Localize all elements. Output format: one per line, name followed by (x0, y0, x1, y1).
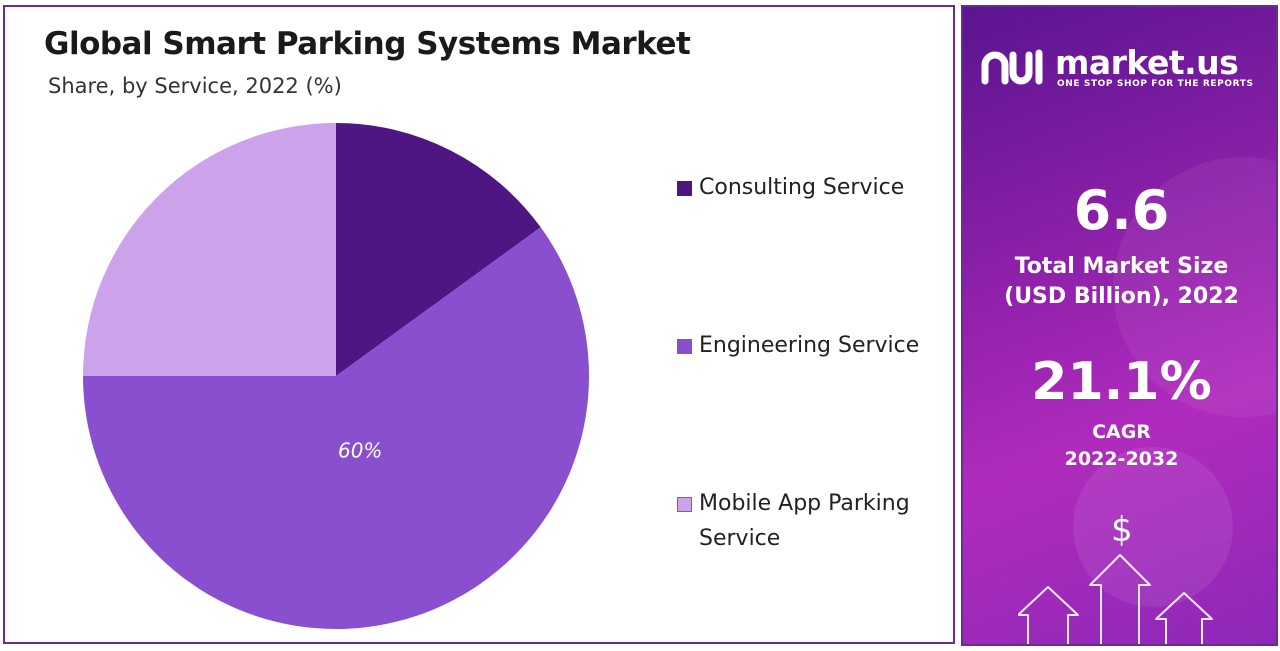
cagr-label-line1: CAGR (1092, 421, 1151, 443)
market-size-label-line1: Total Market Size (1014, 254, 1229, 279)
legend-label: Engineering Service (699, 333, 920, 358)
chart-subtitle: Share, by Service, 2022 (%) (48, 74, 342, 98)
market-us-logo-icon (981, 49, 1043, 85)
dollar-icon: $ (1111, 510, 1133, 550)
market-size-label-line2: (USD Billion), 2022 (1004, 284, 1239, 309)
cagr-label: CAGR 2022-2032 (963, 419, 1276, 473)
legend-swatch (677, 181, 692, 196)
pie-data-label: 60% (338, 439, 382, 463)
chart-title: Global Smart Parking Systems Market (44, 26, 691, 62)
brand-tagline: ONE STOP SHOP FOR THE REPORTS (1057, 79, 1254, 89)
pie-slice-consulting-service (336, 123, 541, 376)
legend-swatch (677, 339, 692, 354)
pie-chart: 60% (83, 123, 589, 630)
legend-swatch (677, 497, 692, 512)
brand-name: market.us (1055, 43, 1239, 82)
decorative-glow (1073, 447, 1233, 607)
growth-arrows-icon (1018, 554, 1213, 644)
legend-label: Mobile App Parking Service (699, 491, 910, 551)
pie-slice-mobile-app-parking-service (83, 123, 336, 376)
pie-slice-engineering-service (83, 227, 589, 630)
market-size-value: 6.6 (1073, 179, 1170, 242)
cagr-value: 21.1% (1031, 352, 1212, 412)
legend-label: Consulting Service (699, 175, 905, 200)
market-size-label: Total Market Size (USD Billion), 2022 (963, 252, 1276, 312)
summary-sidebar: market.us ONE STOP SHOP FOR THE REPORTS … (961, 5, 1278, 646)
cagr-label-line2: 2022-2032 (1064, 448, 1179, 470)
